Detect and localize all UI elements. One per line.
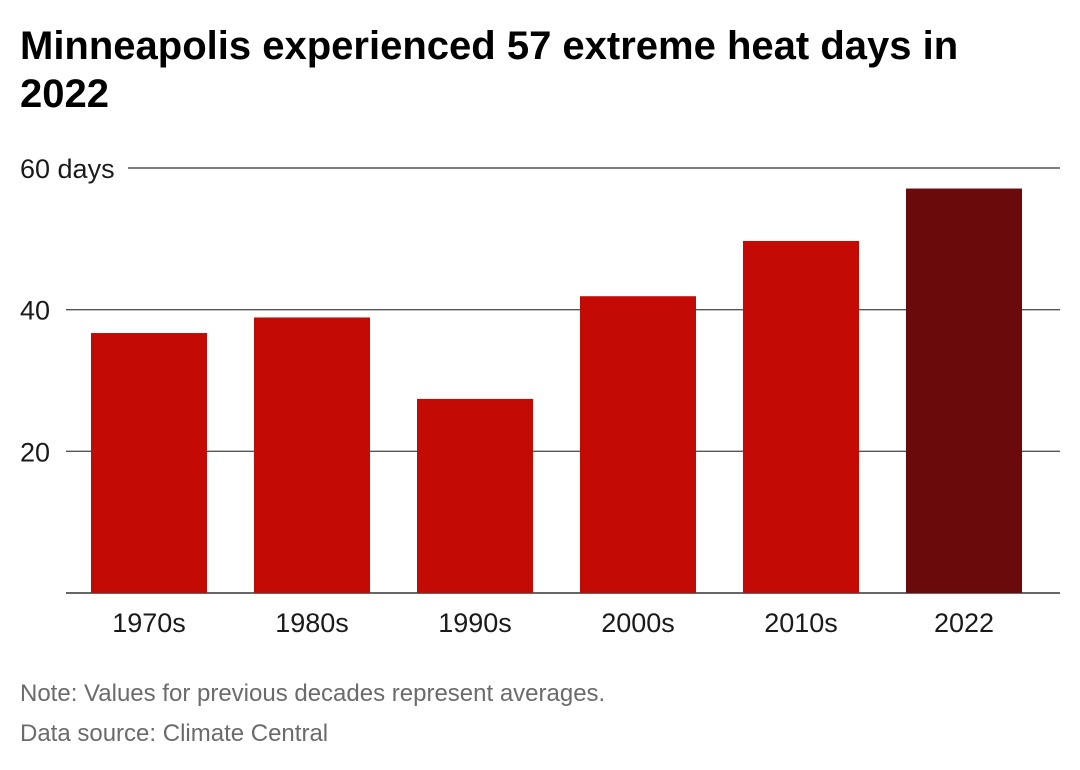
bar-2000s	[580, 296, 696, 593]
y-tick-label-60: 60 days	[20, 154, 115, 184]
x-tick-label-1990s: 1990s	[438, 608, 512, 638]
x-tick-label-2000s: 2000s	[601, 608, 675, 638]
bar-1990s	[417, 398, 533, 593]
bars	[91, 188, 1022, 594]
x-tick-label-1970s: 1970s	[112, 608, 186, 638]
chart-title: Minneapolis experienced 57 extreme heat …	[20, 24, 959, 116]
chart-note: Note: Values for previous decades repres…	[20, 680, 606, 707]
x-tick-label-2022: 2022	[934, 608, 994, 638]
data-source: Data source: Climate Central	[20, 720, 329, 747]
bar-1970s	[91, 333, 207, 593]
y-tick-label-20: 20	[20, 437, 50, 467]
gridlines	[66, 167, 1060, 594]
bar-2022	[906, 188, 1022, 593]
x-tick-label-2010s: 2010s	[764, 608, 838, 638]
bar-2010s	[743, 240, 859, 594]
x-tick-label-1980s: 1980s	[275, 608, 349, 638]
tick-labels: 20 40 60 days 1970s 1980s 1990s 2000s 2010s 2022	[20, 154, 994, 638]
bar-1980s	[254, 317, 370, 593]
y-tick-label-40: 40	[20, 296, 50, 326]
